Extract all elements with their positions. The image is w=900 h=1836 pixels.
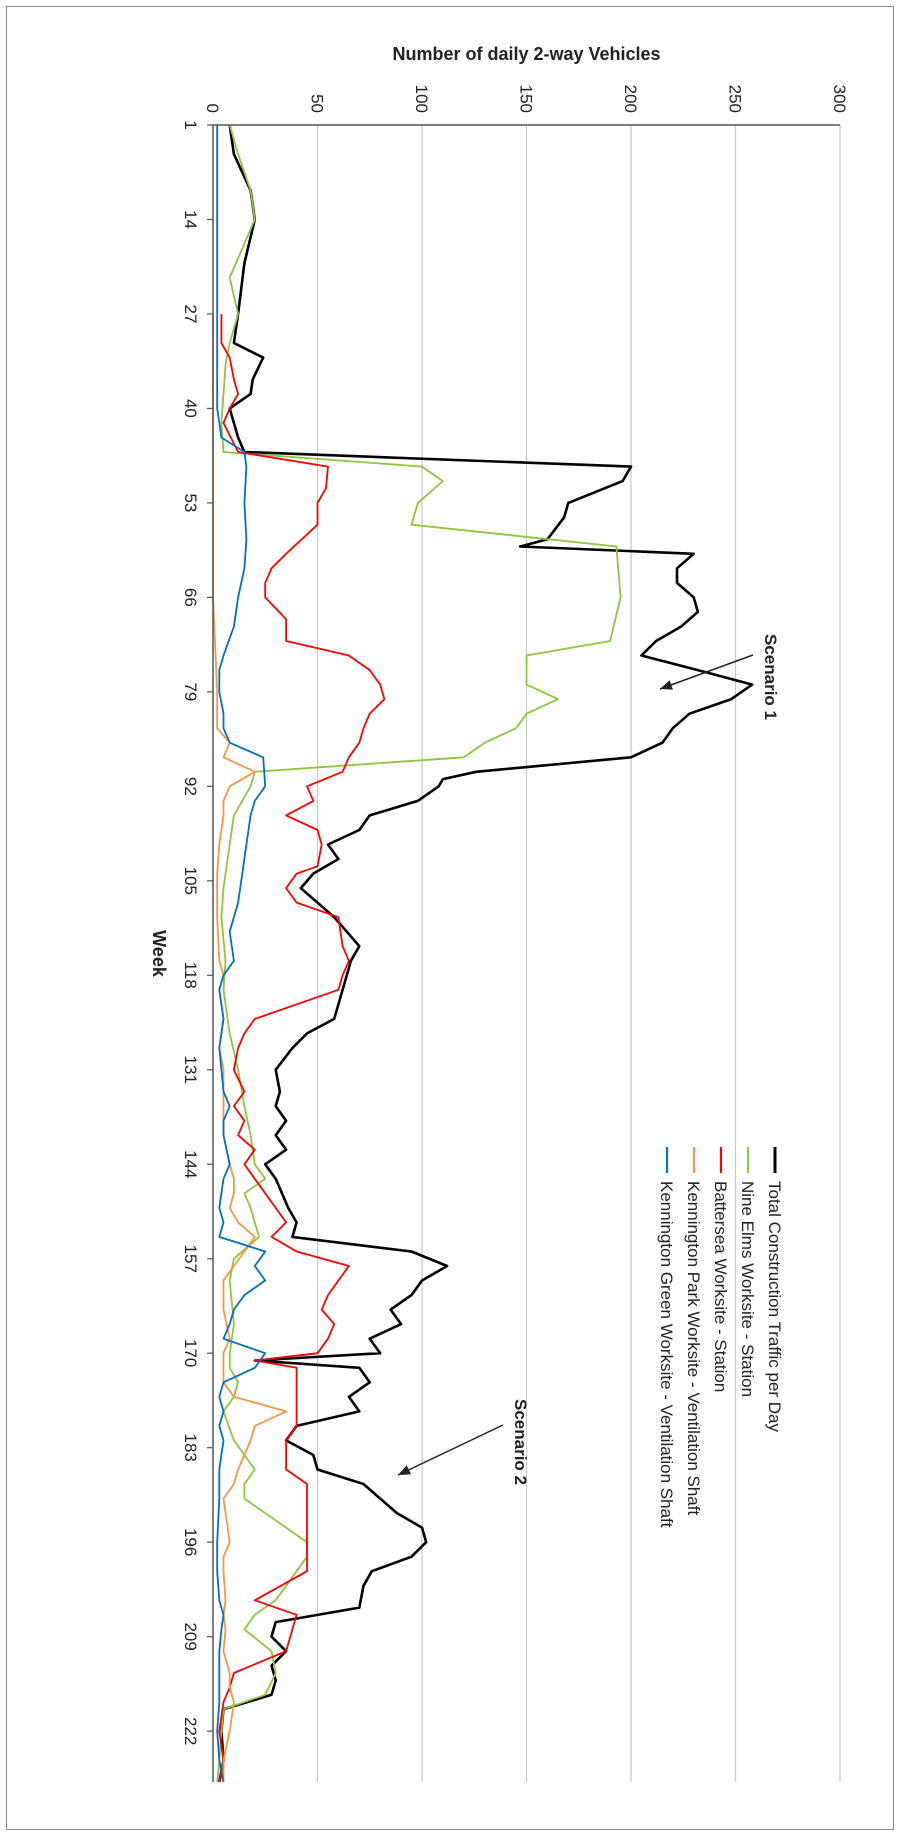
legend-label-4: Kennington Park Worksite - Ventilation S… (684, 1181, 703, 1515)
annotation-label-1: Scenario 1 (761, 634, 780, 720)
series-line-2 (216, 124, 622, 1783)
series-line-4 (212, 314, 287, 1782)
y-tick-label-100: 100 (412, 85, 431, 113)
x-tick-label-105: 105 (181, 867, 200, 895)
x-tick-label-170: 170 (181, 1339, 200, 1367)
y-tick-label-250: 250 (726, 85, 745, 113)
y-tick-label-0: 0 (203, 104, 222, 113)
x-tick-label-196: 196 (181, 1528, 200, 1556)
series-layer (212, 124, 754, 1783)
x-axis-title: Week (149, 930, 169, 978)
legend-label-1: Total Construction Traffic per Day (765, 1181, 784, 1433)
x-tick-label-157: 157 (181, 1245, 200, 1273)
y-tick-label-200: 200 (621, 85, 640, 113)
x-tick-label-209: 209 (181, 1622, 200, 1650)
x-tick-label-66: 66 (181, 588, 200, 607)
annotation-arrow-1 (659, 654, 754, 690)
annotation-arrowhead-2 (398, 1465, 411, 1475)
line-chart: 1 14 27 40 53 66 79 92 105 118 131 144 157 170 183 196 2… (149, 44, 849, 1783)
y-axis-title: Number of daily 2-way Vehicles (392, 44, 660, 64)
y-tick-label-150: 150 (517, 85, 536, 113)
x-tick-label-131: 131 (181, 1056, 200, 1084)
chart-frame: 1 14 27 40 53 66 79 92 105 118 131 144 157 170 183 196 2… (6, 6, 894, 1830)
x-tick-label-92: 92 (181, 777, 200, 796)
x-tick-label-144: 144 (181, 1150, 200, 1178)
y-tick-label-300: 300 (830, 85, 849, 113)
x-tick-label-14: 14 (181, 210, 200, 229)
rotated-plot-group: 1 14 27 40 53 66 79 92 105 118 131 144 157 170 183 196 2… (149, 44, 849, 1783)
legend-label-3: Battersea Worksite - Station (711, 1181, 730, 1392)
annotation-arrow-2 (397, 1424, 504, 1476)
annotations: Scenario 1 Scenario 2 (397, 634, 780, 1485)
legend-label-5: Kennington Green Worksite - Ventilation … (657, 1181, 676, 1528)
series-line-1 (218, 124, 754, 1783)
axes (207, 124, 840, 1782)
legend: Total Construction Traffic per Day Nine E… (657, 1147, 784, 1528)
x-tick-label-53: 53 (181, 493, 200, 512)
x-tick-label-79: 79 (181, 682, 200, 701)
x-tick-label-118: 118 (181, 962, 200, 989)
gridlines (316, 125, 841, 1782)
series-line-3 (218, 314, 386, 1783)
x-tick-label-40: 40 (181, 399, 200, 418)
x-tick-labels: 1 14 27 40 53 66 79 92 105 118 131 144 157 170 183 196 2… (181, 120, 200, 1745)
annotation-arrowhead-1 (660, 680, 673, 690)
x-tick-label-222: 222 (181, 1717, 200, 1745)
x-tick-label-1: 1 (181, 120, 200, 129)
annotation-label-2: Scenario 2 (511, 1399, 530, 1485)
x-tick-label-27: 27 (181, 304, 200, 323)
series-line-5 (216, 125, 267, 1783)
legend-label-2: Nine Elms Worksite - Station (738, 1181, 757, 1397)
y-tick-labels: 0 50 100 150 200 250 300 (203, 85, 849, 113)
x-tick-label-183: 183 (181, 1434, 200, 1462)
y-tick-label-50: 50 (308, 94, 327, 113)
